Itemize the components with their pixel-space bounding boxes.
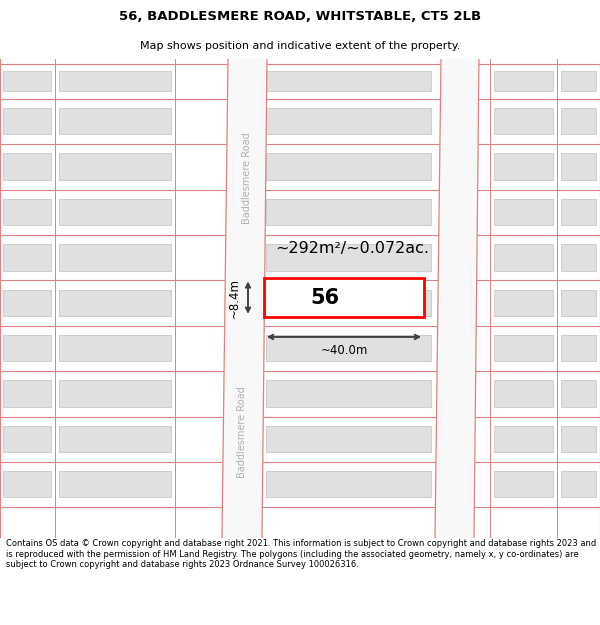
Bar [59,426,171,452]
Bar [494,108,553,134]
Bar [3,471,51,498]
Text: 56, BADDLESMERE ROAD, WHITSTABLE, CT5 2LB: 56, BADDLESMERE ROAD, WHITSTABLE, CT5 2L… [119,10,481,23]
Bar [494,335,553,361]
Bar [561,471,596,498]
Bar [561,380,596,407]
Bar [59,289,171,316]
Bar [3,335,51,361]
Polygon shape [435,59,479,538]
Bar [561,244,596,271]
Text: ~40.0m: ~40.0m [320,344,368,356]
Bar [3,199,51,225]
Bar [494,289,553,316]
Bar [3,380,51,407]
Bar [59,71,171,91]
Bar [3,244,51,271]
Bar [59,108,171,134]
Bar [561,71,596,91]
Bar [59,154,171,180]
Bar [59,471,171,498]
Bar [59,335,171,361]
Bar [266,108,431,134]
Bar [3,154,51,180]
Bar [266,335,431,361]
Bar [264,279,424,317]
Bar [266,154,431,180]
Bar [494,154,553,180]
Bar [266,244,431,271]
Text: Baddlesmere Road: Baddlesmere Road [237,386,247,478]
Bar [561,108,596,134]
Bar [561,199,596,225]
Text: Contains OS data © Crown copyright and database right 2021. This information is : Contains OS data © Crown copyright and d… [6,539,596,569]
Bar [266,426,431,452]
Text: Baddlesmere Road: Baddlesmere Road [242,132,253,224]
Text: ~292m²/~0.072ac.: ~292m²/~0.072ac. [275,241,429,256]
Bar [494,199,553,225]
Bar [266,289,431,316]
Bar [59,380,171,407]
Bar [59,199,171,225]
Bar [494,471,553,498]
Bar [266,71,431,91]
Text: Map shows position and indicative extent of the property.: Map shows position and indicative extent… [140,41,460,51]
Bar [266,199,431,225]
Bar [3,108,51,134]
Polygon shape [222,59,267,538]
Bar [561,154,596,180]
Bar [266,380,431,407]
Text: 56: 56 [310,288,340,308]
Text: ~8.4m: ~8.4m [227,278,241,318]
Bar [561,289,596,316]
Bar [494,426,553,452]
Bar [494,380,553,407]
Bar [561,335,596,361]
Bar [3,71,51,91]
Bar [561,426,596,452]
Bar [59,244,171,271]
Bar [494,244,553,271]
Bar [494,71,553,91]
Bar [266,471,431,498]
Bar [3,426,51,452]
Bar [3,289,51,316]
